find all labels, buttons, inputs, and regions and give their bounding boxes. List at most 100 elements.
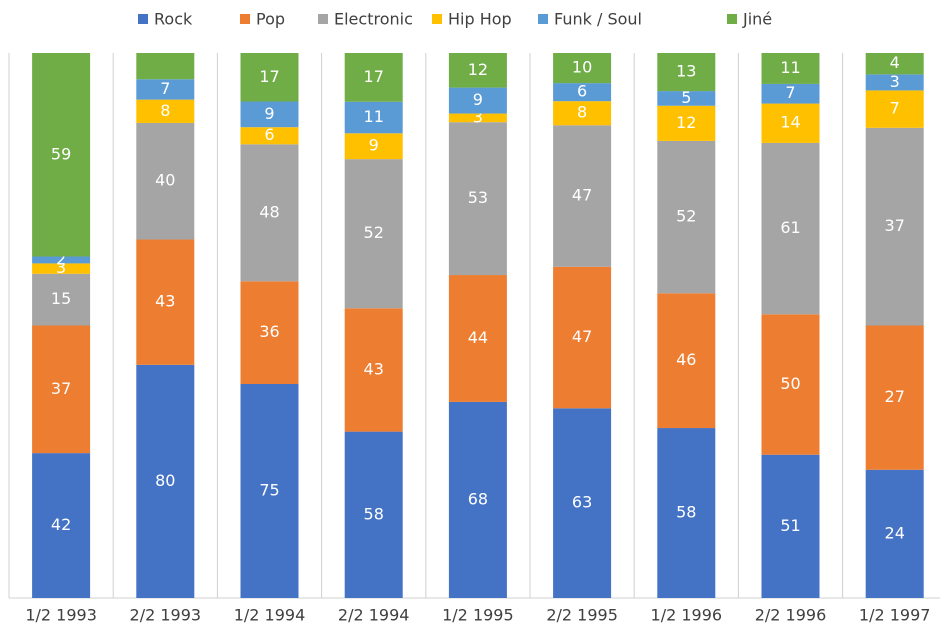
data-label: 3 (890, 72, 900, 91)
data-label: 63 (572, 493, 592, 512)
x-tick-label: 2/2 1993 (130, 606, 202, 625)
legend-swatch (727, 14, 737, 24)
data-label: 53 (468, 188, 488, 207)
data-label: 12 (676, 113, 696, 132)
bar-segment (344, 159, 403, 309)
bar-segment (136, 53, 195, 80)
data-label: 2 (56, 249, 66, 268)
bar-segment (865, 90, 924, 128)
bar-segment (865, 325, 924, 470)
bar-segment (136, 122, 195, 240)
bar-segment (32, 53, 91, 257)
data-label: 40 (155, 171, 175, 190)
bar-segment (32, 273, 91, 326)
data-label: 44 (468, 328, 488, 347)
data-label: 51 (780, 516, 800, 535)
data-label: 14 (780, 113, 800, 132)
x-tick-label: 2/2 1995 (546, 606, 618, 625)
bar-segment (344, 53, 403, 102)
bar-segment (344, 431, 403, 598)
legend-label: Jiné (742, 10, 772, 29)
bar-segment (344, 101, 403, 134)
legend-swatch (538, 14, 548, 24)
bar-segment (32, 263, 91, 274)
legend-label: Electronic (334, 10, 413, 29)
data-label: 9 (473, 90, 483, 109)
bar-segment (865, 74, 924, 91)
bar-segment (240, 101, 299, 128)
bar-segment (448, 275, 507, 402)
data-label: 12 (468, 60, 488, 79)
data-label: 7 (890, 99, 900, 118)
data-label: 9 (264, 104, 274, 123)
data-label: 3 (56, 258, 66, 277)
data-label: 37 (885, 216, 905, 235)
data-label: 61 (780, 218, 800, 237)
bar-segment (865, 53, 924, 75)
legend-label: Pop (256, 10, 285, 29)
data-label: 37 (51, 379, 71, 398)
x-tick-label: 1/2 1993 (25, 606, 97, 625)
bar-segment (136, 79, 195, 100)
bar-segment (657, 140, 716, 294)
data-label: 59 (51, 144, 71, 163)
bar-segment (136, 364, 195, 598)
data-label: 4 (890, 53, 900, 72)
x-tick-label: 1/2 1996 (651, 606, 723, 625)
bar-segment (761, 142, 820, 315)
bar-segment (657, 428, 716, 598)
x-tick-label: 1/2 1994 (234, 606, 306, 625)
legend-swatch (318, 14, 328, 24)
legend-swatch (432, 14, 442, 24)
x-tick-label: 1/2 1997 (859, 606, 931, 625)
bar-segment (657, 91, 716, 106)
bar-segment (761, 83, 820, 104)
bar-segment (240, 53, 299, 102)
data-label: 43 (364, 359, 384, 378)
data-label: 17 (364, 67, 384, 86)
bar-segment (448, 401, 507, 598)
legend-label: Funk / Soul (554, 10, 642, 29)
bar-segment (448, 87, 507, 114)
data-label: 68 (468, 489, 488, 508)
data-label: 52 (364, 223, 384, 242)
bar-segment (657, 293, 716, 429)
bar-segment (240, 144, 299, 282)
data-label: 15 (51, 289, 71, 308)
data-label: 75 (259, 480, 279, 499)
bar-segment (657, 105, 716, 141)
data-label: 11 (780, 58, 800, 77)
legend-swatch (138, 14, 148, 24)
data-label: 42 (51, 515, 71, 534)
bar-segment (761, 454, 820, 598)
data-label: 46 (676, 350, 696, 369)
bar-segment (448, 53, 507, 88)
data-label: 7 (785, 83, 795, 102)
bar-segment (553, 408, 612, 598)
bar-segment (865, 469, 924, 598)
data-label: 5 (681, 88, 691, 107)
bar-segment (240, 127, 299, 145)
data-label: 50 (780, 374, 800, 393)
bar-segment (553, 266, 612, 409)
data-label: 6 (577, 82, 587, 101)
data-label: 8 (160, 101, 170, 120)
bar-segment (761, 53, 820, 84)
data-label: 58 (364, 504, 384, 523)
data-label: 48 (259, 202, 279, 221)
data-label: 6 (264, 125, 274, 144)
data-label: 27 (885, 387, 905, 406)
bar-segment (344, 308, 403, 432)
legend-swatch (240, 14, 250, 24)
data-label: 11 (364, 107, 384, 126)
legend-label: Rock (154, 10, 193, 29)
data-label: 9 (369, 136, 379, 155)
bar-segment (553, 101, 612, 126)
bar-segment (553, 83, 612, 102)
bar-segment (865, 127, 924, 326)
bar-segment (344, 133, 403, 160)
data-label: 10 (572, 58, 592, 77)
bar-segment (240, 383, 299, 598)
data-label: 17 (259, 67, 279, 86)
x-tick-label: 2/2 1994 (338, 606, 410, 625)
